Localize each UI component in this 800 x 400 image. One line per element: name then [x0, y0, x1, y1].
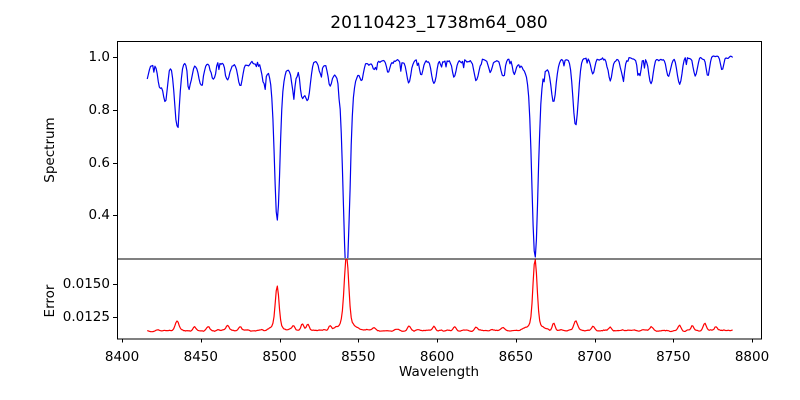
y-tick-label: 0.6	[88, 154, 110, 171]
y-tick-label: 0.0125	[62, 308, 110, 325]
x-tick-label: 8500	[262, 349, 297, 365]
y-tick-label: 0.8	[88, 101, 110, 118]
y-axis-label-error: Error	[42, 284, 58, 318]
x-axis-label: Wavelength	[398, 364, 480, 380]
spectrum-line	[146, 55, 734, 258]
y-axis-label-spectrum: Spectrum	[42, 117, 58, 183]
x-tick-label: 8600	[419, 349, 455, 365]
x-tick-label: 8650	[498, 349, 533, 365]
error-line	[147, 259, 733, 333]
x-tick-label: 8450	[183, 349, 218, 365]
x-tick-label: 8750	[656, 349, 691, 365]
chart-title: 20110423_1738m64_080	[330, 13, 548, 33]
y-tick-label: 0.0150	[62, 276, 110, 293]
y-tick-label: 1.0	[88, 49, 110, 66]
x-tick-label: 8550	[341, 349, 376, 365]
x-tick-label: 8700	[577, 349, 612, 365]
y-tick-label: 0.4	[88, 207, 110, 224]
spectrum-axes-frame	[117, 41, 762, 260]
error-axes-frame	[117, 258, 762, 340]
x-tick-label: 8400	[104, 349, 140, 365]
x-tick-label: 8800	[734, 349, 770, 365]
